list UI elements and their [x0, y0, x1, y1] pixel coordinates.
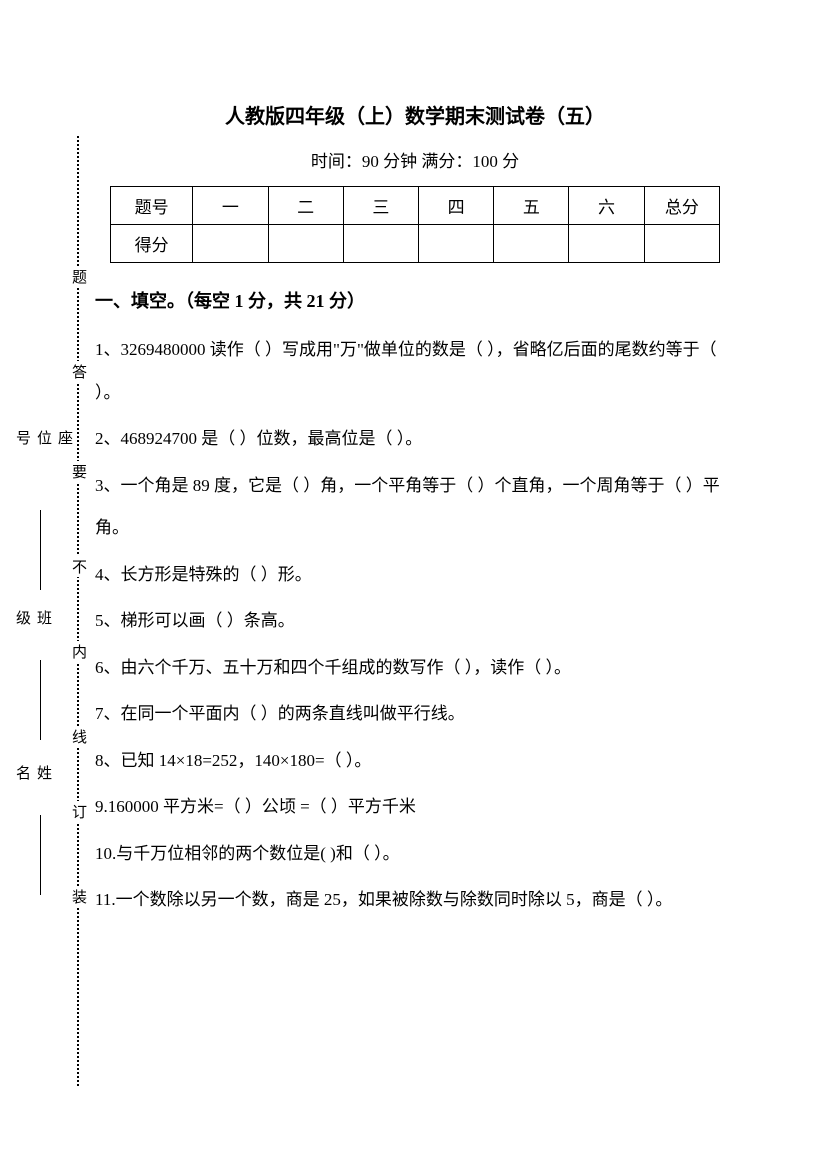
binding-char-da: 答 — [68, 361, 89, 382]
section-header: 一、填空。（每空 1 分，共 21 分） — [95, 287, 735, 313]
binding-char-nei: 内 — [68, 641, 89, 662]
score-table: 题号 一 二 三 四 五 六 总分 得分 — [110, 186, 720, 263]
binding-edge: 题 答 要 不 内 线 订 装 — [62, 136, 92, 1086]
question-1: 1、3269480000 读作（ ）写成用"万"做单位的数是（ ），省略亿后面的… — [95, 329, 735, 414]
table-cell: 一 — [193, 187, 268, 225]
question-9: 9.160000 平方米=（ ）公顷 =（ ）平方千米 — [95, 786, 735, 829]
seat-label: 座位号 — [12, 430, 75, 449]
table-cell: 题号 — [111, 187, 193, 225]
table-cell: 总分 — [644, 187, 719, 225]
binding-char-yao: 要 — [68, 461, 89, 482]
table-cell-empty — [268, 225, 343, 263]
table-cell: 六 — [569, 187, 644, 225]
seat-line — [40, 510, 41, 590]
table-cell: 四 — [418, 187, 493, 225]
table-cell: 得分 — [111, 225, 193, 263]
question-6: 6、由六个千万、五十万和四个千组成的数写作（ ），读作（ ）。 — [95, 647, 735, 690]
class-label: 班级 — [12, 610, 54, 629]
page-title: 人教版四年级（上）数学期末测试卷（五） — [95, 100, 735, 129]
question-2: 2、468924700 是（ ）位数，最高位是（ ）。 — [95, 418, 735, 461]
class-line — [40, 660, 41, 740]
table-cell-empty — [494, 225, 569, 263]
question-3: 3、一个角是 89 度，它是（ ）角，一个平角等于（ ）个直角，一个周角等于（ … — [95, 465, 735, 550]
question-4: 4、长方形是特殊的（ ）形。 — [95, 554, 735, 597]
name-line — [40, 815, 41, 895]
table-cell-empty — [343, 225, 418, 263]
table-cell: 二 — [268, 187, 343, 225]
question-7: 7、在同一个平面内（ ）的两条直线叫做平行线。 — [95, 693, 735, 736]
table-cell: 五 — [494, 187, 569, 225]
question-10: 10.与千万位相邻的两个数位是( )和（ ）。 — [95, 833, 735, 876]
binding-char-bu: 不 — [68, 556, 89, 577]
name-label: 姓名 — [12, 765, 54, 784]
question-8: 8、已知 14×18=252，140×180=（ ）。 — [95, 740, 735, 783]
binding-char-xian: 线 — [68, 726, 89, 747]
table-cell: 三 — [343, 187, 418, 225]
question-5: 5、梯形可以画（ ）条高。 — [95, 600, 735, 643]
page-content: 人教版四年级（上）数学期末测试卷（五） 时间：90 分钟 满分：100 分 题号… — [95, 100, 735, 926]
table-cell-empty — [569, 225, 644, 263]
table-cell-empty — [644, 225, 719, 263]
table-cell-empty — [418, 225, 493, 263]
page-subtitle: 时间：90 分钟 满分：100 分 — [95, 147, 735, 172]
binding-char-ti: 题 — [68, 266, 89, 287]
binding-char-zhuang: 装 — [68, 886, 89, 907]
table-cell-empty — [193, 225, 268, 263]
question-11: 11.一个数除以另一个数，商是 25，如果被除数与除数同时除以 5，商是（ ）。 — [95, 879, 735, 922]
table-row: 得分 — [111, 225, 720, 263]
table-row: 题号 一 二 三 四 五 六 总分 — [111, 187, 720, 225]
binding-char-ding: 订 — [68, 801, 89, 822]
